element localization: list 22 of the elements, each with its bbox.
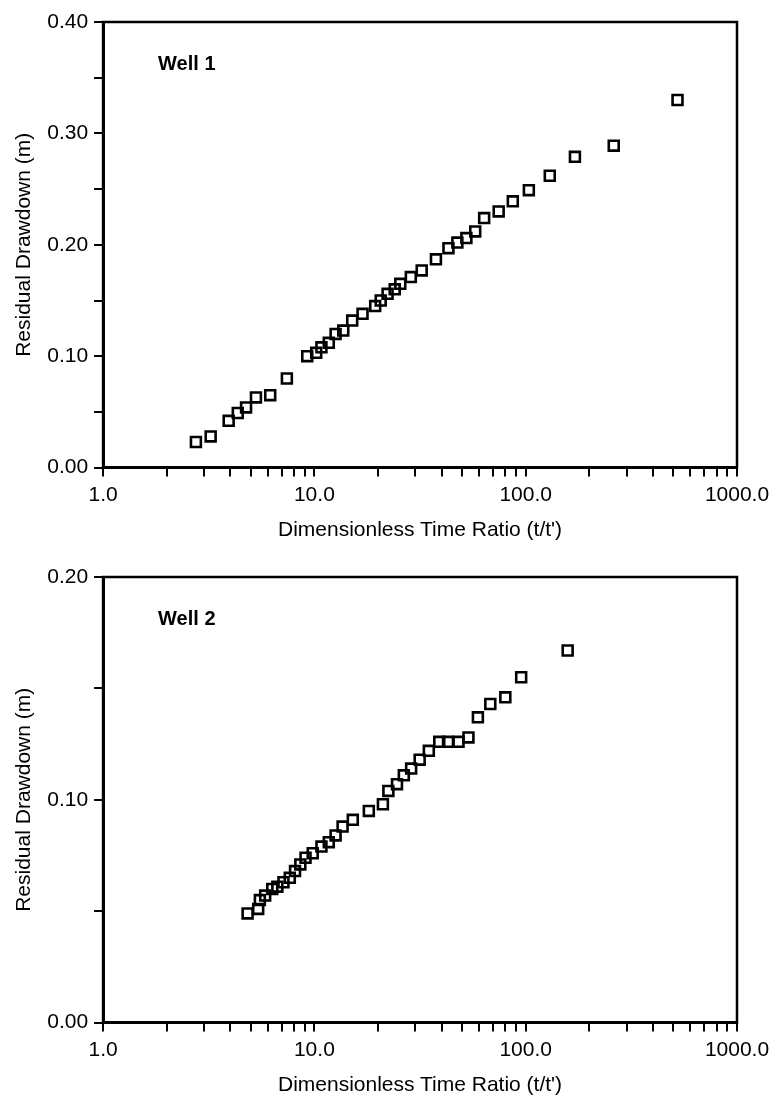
x-tick-label: 10.0 xyxy=(293,482,335,505)
y-tick-label: 0.00 xyxy=(47,1009,89,1033)
x-tick-label: 100.0 xyxy=(499,1037,552,1060)
annotation: Well 2 xyxy=(158,606,216,629)
x-tick-label: 10.0 xyxy=(293,1037,335,1060)
x-axis-title: Dimensionless Time Ratio (t/t') xyxy=(277,1072,563,1096)
x-tick-label: 1000.0 xyxy=(704,1037,770,1060)
x-tick-label: 1000.0 xyxy=(704,482,770,505)
y-tick-label: 0.20 xyxy=(47,231,89,255)
y-axis-title: Residual Drawdown (m) xyxy=(11,687,35,912)
x-axis-title: Dimensionless Time Ratio (t/t') xyxy=(277,517,563,541)
y-axis-title: Residual Drawdown (m) xyxy=(11,132,35,357)
y-tick-label: 0.20 xyxy=(47,563,89,587)
x-tick-label: 100.0 xyxy=(499,482,552,505)
annotation: Well 1 xyxy=(158,51,216,74)
x-tick-label: 1.0 xyxy=(88,482,118,505)
y-tick-label: 0.10 xyxy=(47,343,89,366)
x-tick-label: 1.0 xyxy=(88,1037,118,1060)
y-tick-label: 0.10 xyxy=(47,786,89,810)
y-tick-label: 0.30 xyxy=(47,120,89,144)
y-tick-label: 0.40 xyxy=(47,8,89,32)
y-tick-label: 0.00 xyxy=(47,454,89,478)
